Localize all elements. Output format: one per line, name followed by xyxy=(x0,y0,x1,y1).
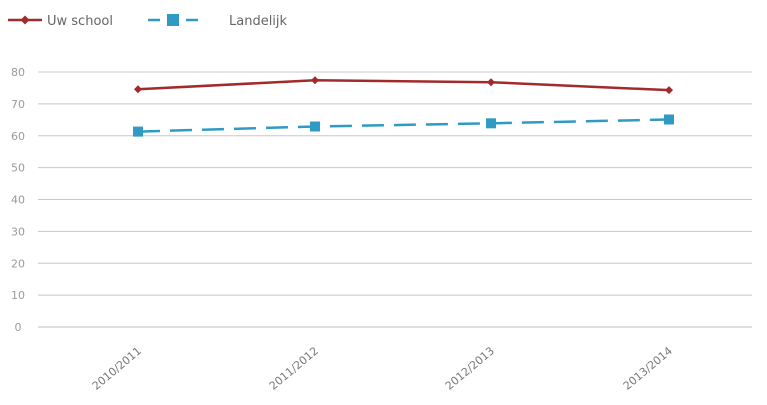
legend-marker-uw-school xyxy=(20,15,30,25)
series-group xyxy=(133,76,674,137)
data-point-landelijk xyxy=(664,114,674,125)
y-tick-label: 60 xyxy=(11,130,25,143)
data-point-uw-school xyxy=(665,86,673,95)
y-tick-label: 40 xyxy=(11,194,25,207)
grid xyxy=(38,71,752,328)
series-line-uw-school xyxy=(137,79,670,92)
legend-label-uw-school: Uw school xyxy=(47,14,113,29)
y-tick-label: 30 xyxy=(11,225,25,238)
x-tick-label: 2011/2012 xyxy=(267,344,321,392)
legend-marker-landelijk xyxy=(167,14,179,26)
x-axis: 2010/2011 2011/2012 2012/2013 2013/2014 xyxy=(90,344,675,392)
data-point-uw-school xyxy=(311,76,319,85)
data-point-landelijk xyxy=(310,121,320,132)
legend-item-uw-school: Uw school xyxy=(8,14,113,29)
legend-label-landelijk: Landelijk xyxy=(229,14,288,29)
x-tick-label: 2013/2014 xyxy=(621,344,675,392)
legend: Uw school Landelijk xyxy=(8,14,288,29)
x-tick-label: 2010/2011 xyxy=(90,344,144,392)
y-tick-label: 50 xyxy=(11,162,25,175)
series-line-landelijk xyxy=(137,118,670,133)
y-tick-label: 10 xyxy=(11,289,25,302)
y-tick-label: 80 xyxy=(11,66,25,79)
y-axis: 0 10 20 30 40 50 60 70 80 xyxy=(11,66,25,334)
y-tick-label: 0 xyxy=(15,321,22,334)
legend-item-landelijk: Landelijk xyxy=(148,14,288,29)
x-tick-label: 2012/2013 xyxy=(443,344,497,392)
y-tick-label: 70 xyxy=(11,98,25,111)
y-tick-label: 20 xyxy=(11,257,25,270)
data-point-landelijk xyxy=(133,126,143,137)
data-point-uw-school xyxy=(134,85,142,94)
data-point-uw-school xyxy=(487,78,495,87)
data-point-landelijk xyxy=(486,118,496,129)
